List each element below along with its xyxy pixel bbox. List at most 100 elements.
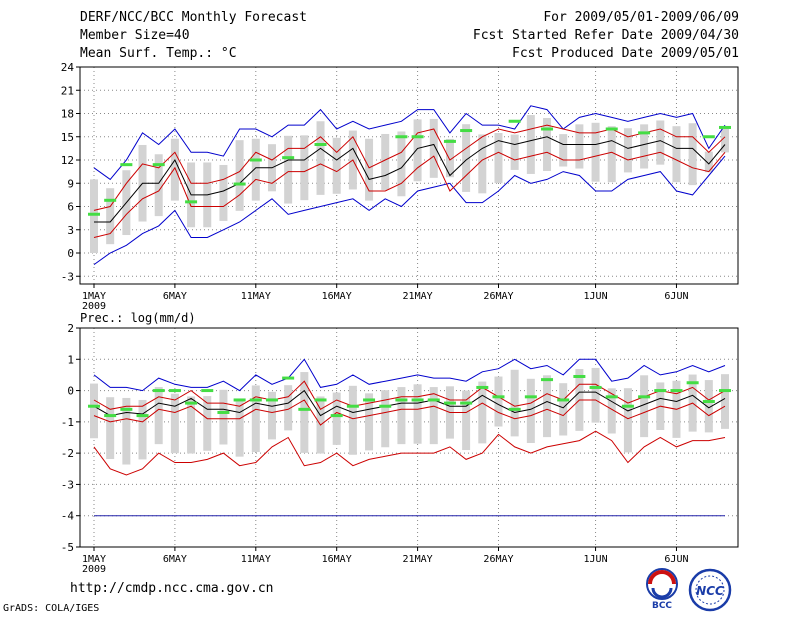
obs-mark bbox=[557, 398, 570, 402]
spread-box bbox=[543, 117, 552, 172]
y-tick-label: -4 bbox=[61, 510, 75, 523]
spread-box bbox=[90, 179, 98, 253]
obs-mark bbox=[152, 389, 165, 393]
y-tick-label: -5 bbox=[61, 541, 74, 554]
obs-mark bbox=[719, 125, 731, 129]
bcc-logo-text: BCC bbox=[652, 601, 672, 610]
year-label: 2009 bbox=[82, 564, 106, 575]
spread-box bbox=[332, 392, 341, 445]
spread-box bbox=[656, 120, 665, 165]
spread-box bbox=[235, 399, 244, 457]
spread-box bbox=[721, 374, 729, 429]
obs-mark bbox=[589, 385, 602, 389]
obs-mark bbox=[233, 398, 246, 402]
obs-mark bbox=[411, 398, 424, 402]
obs-mark bbox=[508, 407, 521, 411]
spread-box bbox=[219, 164, 228, 221]
source-url[interactable]: http://cmdp.ncc.cma.gov.cn bbox=[70, 581, 274, 596]
x-tick-label: 1MAY bbox=[82, 554, 106, 565]
obs-mark bbox=[719, 389, 731, 393]
obs-mark bbox=[346, 404, 359, 408]
spread-box bbox=[332, 137, 341, 194]
series-line-max bbox=[93, 155, 726, 266]
obs-mark bbox=[314, 398, 327, 402]
obs-mark bbox=[395, 135, 408, 139]
spread-box bbox=[203, 396, 212, 451]
panel-title: Prec.: log(mm/d) bbox=[80, 311, 196, 325]
obs-mark bbox=[702, 135, 715, 139]
obs-mark bbox=[217, 410, 230, 414]
obs-mark bbox=[265, 398, 278, 402]
x-tick-label: 6JUN bbox=[664, 554, 688, 565]
obs-mark bbox=[541, 378, 554, 382]
spread-box bbox=[510, 369, 519, 437]
spread-box bbox=[187, 396, 196, 454]
year-label: 2009 bbox=[82, 301, 106, 312]
x-tick-label: 1MAY bbox=[82, 291, 106, 302]
spread-box bbox=[397, 387, 406, 445]
obs-mark bbox=[298, 407, 311, 411]
y-tick-label: 18 bbox=[61, 108, 74, 121]
obs-mark bbox=[314, 143, 327, 146]
spread-box bbox=[445, 138, 454, 178]
spread-box bbox=[251, 138, 260, 201]
forecast-period: For 2009/05/01-2009/06/09 bbox=[543, 10, 739, 25]
obs-mark bbox=[460, 401, 473, 405]
obs-mark bbox=[104, 198, 117, 202]
obs-mark bbox=[670, 389, 683, 393]
spread-box bbox=[267, 391, 276, 440]
series-line-max bbox=[93, 358, 726, 392]
variable-label: Mean Surf. Temp.: °C bbox=[80, 46, 237, 61]
spread-box bbox=[154, 387, 163, 445]
spread-box bbox=[365, 138, 374, 201]
spread-box bbox=[284, 385, 293, 431]
fcst-started-date: Fcst Started Refer Date 2009/04/30 bbox=[472, 28, 739, 43]
spread-box bbox=[122, 397, 131, 465]
chart-panel-2: 2 1 0 -1 -2 -3 -4 -5 1MAY 6MAY 11MAY 16MAY 21MAY 26MA… bbox=[61, 311, 739, 575]
spread-box bbox=[575, 124, 584, 169]
spread-box bbox=[429, 118, 438, 178]
x-tick-label: 11MAY bbox=[241, 554, 271, 565]
spread-box bbox=[251, 385, 260, 453]
y-tick-label: -1 bbox=[61, 416, 74, 429]
spread-box bbox=[640, 124, 649, 169]
obs-mark bbox=[443, 401, 456, 405]
spread-box bbox=[494, 133, 503, 184]
spread-box bbox=[316, 121, 325, 195]
ncc-logo-text: NCC bbox=[696, 584, 724, 598]
spread-box bbox=[300, 372, 309, 453]
spread-box bbox=[170, 393, 179, 454]
spread-box bbox=[623, 388, 632, 453]
spread-box bbox=[721, 128, 729, 153]
spread-box bbox=[688, 123, 697, 186]
spread-box bbox=[543, 375, 552, 438]
obs-mark bbox=[249, 158, 262, 162]
spread-box bbox=[106, 397, 115, 460]
y-tick-label: -3 bbox=[61, 270, 74, 283]
spread-box bbox=[138, 399, 147, 460]
series-line-mean bbox=[93, 389, 726, 417]
spread-box bbox=[704, 380, 713, 433]
series-line-mean bbox=[94, 136, 726, 223]
y-tick-label: 12 bbox=[61, 154, 74, 167]
spread-box bbox=[704, 151, 713, 173]
series-line-meanstd bbox=[93, 151, 726, 238]
series-line-min bbox=[93, 430, 726, 476]
obs-mark bbox=[330, 414, 343, 418]
obs-mark bbox=[411, 135, 424, 139]
obs-mark bbox=[168, 389, 181, 393]
spread-box bbox=[559, 134, 568, 167]
chart-panel-1: 24 21 18 15 12 9 6 3 0 -3 1MAY 6MAY 11MAY 16MAY 21MAY 2… bbox=[61, 61, 739, 312]
spread-box bbox=[623, 128, 632, 173]
spread-box bbox=[526, 115, 535, 174]
grads-credit: GrADS: COLA/IGES bbox=[3, 603, 100, 614]
y-tick-label: 21 bbox=[61, 84, 74, 97]
obs-mark bbox=[233, 182, 246, 186]
spread-box bbox=[235, 140, 244, 211]
obs-mark bbox=[443, 139, 456, 143]
x-tick-label: 26MAY bbox=[483, 291, 513, 302]
ncc-logo: NCC bbox=[688, 568, 732, 612]
obs-mark bbox=[686, 381, 699, 385]
spread-box bbox=[591, 367, 600, 423]
